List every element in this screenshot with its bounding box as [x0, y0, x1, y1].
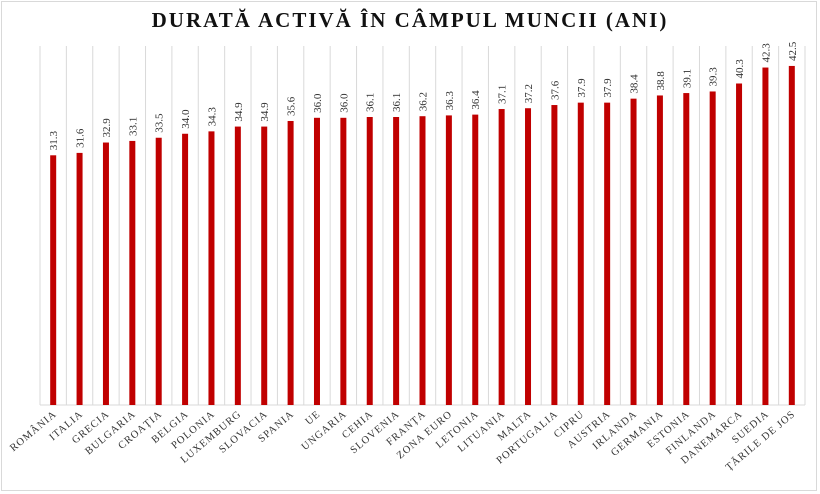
bar-polonia	[208, 131, 215, 405]
bar-cipru	[577, 102, 584, 406]
chart-title: DURATĂ ACTIVĂ ÎN CÂMPUL MUNCII (ANI)	[151, 8, 669, 32]
bar-zona-euro	[445, 115, 452, 405]
bar-letonia	[472, 114, 479, 405]
data-label: 38.8	[655, 71, 667, 91]
data-label: 36.0	[312, 93, 324, 113]
data-label: 39.3	[708, 67, 720, 87]
bar-lituania	[498, 109, 505, 405]
bar-cehia	[366, 117, 373, 405]
data-label: 36.1	[391, 93, 403, 112]
bar-malta	[525, 108, 532, 405]
bar-luxemburg	[234, 126, 241, 405]
bar-suedia	[762, 67, 769, 405]
data-label: 37.1	[497, 85, 509, 104]
x-tick-label: UE	[304, 409, 323, 428]
data-label: 39.1	[681, 69, 693, 88]
bar-portugalia	[551, 105, 558, 405]
data-label: 34.0	[180, 109, 192, 129]
bar-ungaria	[340, 117, 347, 406]
bar-finlanda	[709, 91, 716, 406]
data-label: 36.0	[338, 93, 350, 113]
bar-danemarca	[736, 83, 743, 406]
data-label: 37.6	[549, 80, 561, 100]
bar-italia	[76, 152, 83, 405]
data-label: 36.3	[444, 91, 456, 111]
data-label: 35.6	[286, 96, 298, 116]
bar-românia	[50, 155, 57, 405]
data-label: 33.5	[154, 113, 166, 133]
data-label: 42.3	[760, 43, 772, 63]
data-label: 42.5	[787, 41, 799, 61]
bar-slovenia	[393, 117, 400, 405]
bar-ue	[313, 117, 320, 406]
data-label: 36.4	[470, 90, 482, 110]
bar-grecia	[102, 142, 109, 405]
data-label: 31.3	[48, 131, 60, 151]
data-label: 36.2	[418, 92, 430, 111]
data-label: 36.1	[365, 93, 377, 112]
bar-spania	[287, 120, 294, 405]
data-label: 34.9	[233, 102, 245, 122]
data-label: 33.1	[127, 117, 139, 136]
bar-franța	[419, 116, 426, 406]
data-label: 31.6	[75, 128, 87, 148]
data-label: 40.3	[734, 59, 746, 79]
data-label: 32.9	[101, 118, 113, 138]
data-label: 37.9	[576, 78, 588, 98]
data-label: 34.9	[259, 102, 271, 122]
bar-estonia	[683, 93, 690, 406]
data-label: 34.3	[206, 107, 218, 127]
data-label: 38.4	[629, 74, 641, 94]
data-label: 37.2	[523, 84, 535, 103]
bar-germania	[656, 95, 663, 405]
bar-austria	[604, 102, 611, 406]
bar-belgia	[182, 133, 189, 405]
bar-croația	[155, 137, 162, 405]
data-label: 37.9	[602, 78, 614, 98]
bar-bulgaria	[129, 140, 136, 406]
bar-irlanda	[630, 98, 637, 406]
bar-slovacia	[261, 126, 268, 405]
bar-țările-de-jos	[788, 65, 795, 405]
